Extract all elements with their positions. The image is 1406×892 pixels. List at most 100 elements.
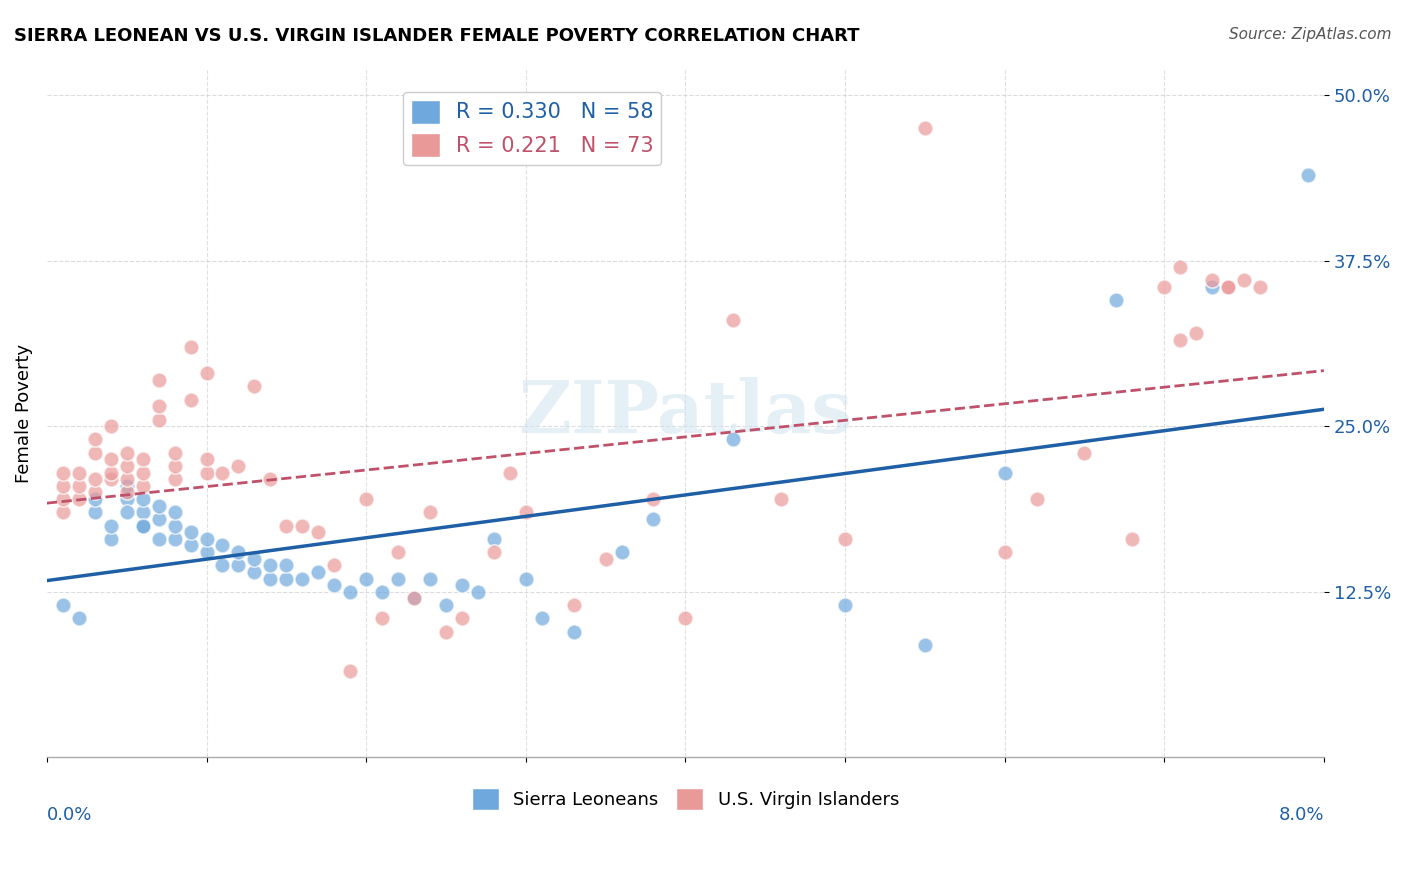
Point <box>451 611 474 625</box>
Point <box>180 538 202 552</box>
Point <box>339 665 361 679</box>
Point <box>180 525 202 540</box>
Point <box>515 572 537 586</box>
Point <box>834 598 856 612</box>
Point <box>163 505 186 519</box>
Point <box>467 584 489 599</box>
Point <box>307 525 329 540</box>
Point <box>259 572 281 586</box>
Point <box>1168 260 1191 275</box>
Point <box>643 512 665 526</box>
Point <box>402 591 425 606</box>
Point <box>131 505 153 519</box>
Point <box>1233 273 1256 287</box>
Point <box>914 638 936 652</box>
Point <box>530 611 553 625</box>
Point <box>562 624 585 639</box>
Point <box>115 485 138 500</box>
Point <box>180 392 202 407</box>
Point <box>131 491 153 506</box>
Point <box>291 518 314 533</box>
Point <box>1296 168 1319 182</box>
Point <box>163 446 186 460</box>
Point <box>307 565 329 579</box>
Point <box>834 532 856 546</box>
Point <box>291 572 314 586</box>
Point <box>723 313 745 327</box>
Point <box>1216 280 1239 294</box>
Point <box>1201 273 1223 287</box>
Point <box>131 452 153 467</box>
Point <box>371 584 394 599</box>
Point <box>243 565 266 579</box>
Point <box>115 491 138 506</box>
Point <box>1249 280 1271 294</box>
Point <box>52 466 75 480</box>
Point <box>148 512 170 526</box>
Point <box>482 532 505 546</box>
Point <box>770 491 793 506</box>
Point <box>211 538 233 552</box>
Text: SIERRA LEONEAN VS U.S. VIRGIN ISLANDER FEMALE POVERTY CORRELATION CHART: SIERRA LEONEAN VS U.S. VIRGIN ISLANDER F… <box>14 27 859 45</box>
Point <box>354 491 377 506</box>
Point <box>67 491 90 506</box>
Point <box>259 558 281 573</box>
Point <box>419 572 441 586</box>
Point <box>83 505 105 519</box>
Point <box>52 491 75 506</box>
Point <box>67 611 90 625</box>
Point <box>419 505 441 519</box>
Point <box>83 472 105 486</box>
Point <box>643 491 665 506</box>
Point <box>67 466 90 480</box>
Point <box>67 479 90 493</box>
Point <box>723 433 745 447</box>
Point <box>434 598 457 612</box>
Point <box>211 558 233 573</box>
Point <box>1105 293 1128 308</box>
Point <box>195 466 218 480</box>
Point <box>148 400 170 414</box>
Point <box>131 466 153 480</box>
Point <box>1185 326 1208 341</box>
Point <box>1201 280 1223 294</box>
Point <box>1121 532 1143 546</box>
Point <box>339 584 361 599</box>
Point <box>180 340 202 354</box>
Point <box>100 419 122 434</box>
Point <box>163 458 186 473</box>
Point <box>52 598 75 612</box>
Point <box>163 472 186 486</box>
Point <box>402 591 425 606</box>
Point <box>148 532 170 546</box>
Point <box>1168 333 1191 347</box>
Point <box>131 479 153 493</box>
Point <box>914 121 936 136</box>
Point <box>387 545 409 559</box>
Point <box>1025 491 1047 506</box>
Point <box>276 558 298 573</box>
Point <box>115 458 138 473</box>
Point <box>148 373 170 387</box>
Point <box>994 545 1017 559</box>
Point <box>387 572 409 586</box>
Point <box>1073 446 1095 460</box>
Point <box>994 466 1017 480</box>
Point <box>148 412 170 426</box>
Point <box>1216 280 1239 294</box>
Point <box>100 466 122 480</box>
Point <box>100 518 122 533</box>
Point <box>228 458 250 473</box>
Point <box>83 433 105 447</box>
Point <box>148 499 170 513</box>
Point <box>131 518 153 533</box>
Point <box>243 551 266 566</box>
Point <box>354 572 377 586</box>
Point <box>83 491 105 506</box>
Text: 0.0%: 0.0% <box>46 805 93 823</box>
Point <box>323 578 346 592</box>
Point <box>562 598 585 612</box>
Point <box>52 505 75 519</box>
Point <box>228 558 250 573</box>
Point <box>228 545 250 559</box>
